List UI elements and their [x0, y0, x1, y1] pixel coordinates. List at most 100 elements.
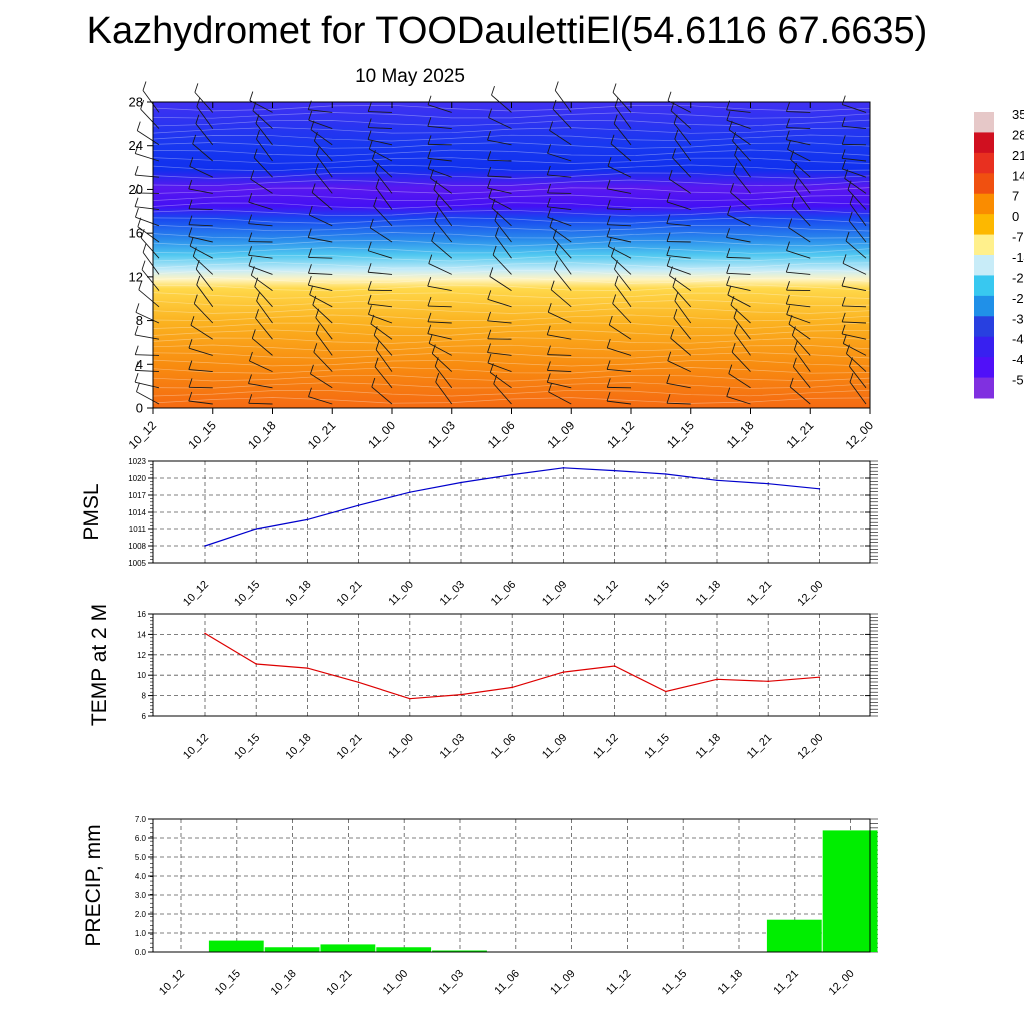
wind-barb-feather: [608, 315, 613, 326]
wind-barb: [791, 205, 811, 227]
wind-barb: [667, 100, 691, 113]
wind-barb: [140, 237, 160, 259]
wind-barb-feather: [550, 280, 555, 290]
wind-barb: [611, 256, 632, 275]
wind-barb: [728, 373, 751, 389]
wind-barb: [188, 347, 213, 356]
wind-barb: [491, 207, 512, 227]
wind-barb-feather: [726, 228, 730, 238]
wind-barb: [137, 130, 160, 146]
series-point: [511, 473, 513, 476]
wind-barb-feather: [188, 215, 193, 225]
wind-barb: [248, 402, 273, 405]
wind-barb-feather: [134, 373, 139, 383]
wind-barb: [375, 171, 393, 194]
y-tick-label: 1011: [129, 525, 147, 534]
wind-barb: [493, 383, 512, 405]
wind-barb: [428, 168, 452, 178]
isotherm-line: [152, 240, 871, 247]
heatmap-x-tick-label: 10_18: [245, 418, 279, 452]
wind-barb: [369, 148, 393, 162]
series-point: [306, 518, 309, 521]
wind-barb-feather: [785, 130, 790, 140]
colorbar-label: -7: [1012, 230, 1024, 245]
wind-barb: [188, 208, 213, 211]
wind-barb: [371, 386, 393, 405]
wind-barb-feather: [727, 285, 732, 296]
wind-barb: [189, 245, 213, 259]
wind-barb-feather: [841, 135, 846, 145]
precip-bar: [264, 947, 320, 952]
x-tick-label: 10_15: [232, 579, 262, 609]
x-tick-label: 11_00: [381, 968, 411, 998]
wind-barb-feather: [192, 134, 197, 145]
wind-barb: [843, 343, 867, 356]
wind-barb: [375, 349, 393, 372]
isotherm-line: [152, 217, 871, 224]
wind-barb: [726, 256, 751, 259]
wind-barb-feather: [841, 312, 846, 323]
wind-barb: [196, 284, 214, 308]
wind-barb-feather: [427, 95, 432, 105]
wind-barb: [488, 197, 512, 210]
wind-barb: [547, 369, 572, 373]
wind-barb-feather: [491, 85, 495, 96]
wind-barb: [672, 286, 692, 308]
series-point: [665, 690, 667, 693]
colorbar-label: 28: [1012, 127, 1024, 142]
wind-barb: [192, 256, 214, 275]
isotherm-line: [152, 307, 871, 314]
plot-frame: [152, 460, 871, 564]
wind-barb: [311, 192, 333, 210]
precip-bar: [376, 947, 432, 952]
wind-barb-feather: [194, 83, 199, 93]
x-tick-label: 10_21: [335, 732, 365, 762]
wind-barb-feather: [188, 199, 193, 209]
wind-barb-feather: [841, 159, 846, 170]
wind-barb: [793, 187, 811, 210]
isotherm-line: [152, 284, 871, 292]
wind-barb: [427, 285, 452, 292]
colorbar-label: 7: [1012, 189, 1019, 204]
wind-barb-feather: [375, 340, 380, 350]
y-tick-label: 5.0: [135, 853, 147, 862]
wind-barb: [734, 333, 751, 356]
wind-barb: [137, 226, 160, 243]
series-point: [665, 473, 667, 475]
wind-barb-feather: [606, 338, 611, 349]
wind-barb-feather: [188, 391, 193, 402]
series-point: [204, 632, 206, 635]
wind-barb: [310, 373, 333, 389]
wind-barb: [549, 130, 572, 146]
wind-barb-feather: [134, 144, 139, 154]
heatmap-y-tick-label: 16: [129, 226, 143, 241]
wind-barb: [427, 305, 452, 308]
wind-barb: [550, 289, 572, 308]
isotherm-line: [152, 337, 871, 344]
wind-barb-feather: [548, 382, 553, 393]
wind-barb: [134, 334, 160, 340]
wind-barb-feather: [431, 231, 436, 242]
wind-barb-feather: [487, 343, 491, 353]
plot-frame: [152, 613, 871, 717]
wind-barb: [195, 268, 214, 291]
wind-barb-feather: [546, 325, 551, 335]
series-point: [357, 504, 360, 507]
wind-barb: [487, 352, 512, 356]
wind-barb: [607, 347, 632, 356]
wind-barb-feather: [369, 218, 374, 228]
wind-barb-feather: [314, 163, 319, 173]
wind-barb: [188, 188, 213, 194]
wind-barb-feather: [547, 345, 551, 355]
wind-barb-feather: [546, 165, 551, 176]
wind-barb-feather: [849, 372, 854, 383]
wind-barb: [846, 353, 867, 372]
wind-barb: [730, 304, 751, 324]
wind-barb-feather: [734, 146, 739, 156]
wind-barb: [666, 402, 691, 405]
colorbar-swatch: [974, 132, 994, 154]
wind-barb-feather: [195, 114, 200, 124]
x-tick-label: 11_09: [540, 732, 570, 762]
wind-barb: [554, 252, 572, 275]
wind-barb-feather: [547, 303, 552, 313]
